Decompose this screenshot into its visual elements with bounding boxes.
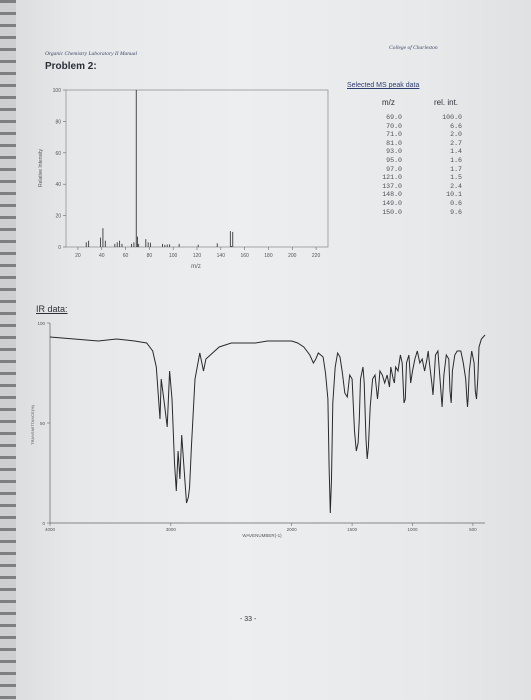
ir-spectrum-line xyxy=(49,334,486,514)
ms-x-tick-label: 40 xyxy=(99,253,105,259)
ms-table-mz-cell: 97.0 xyxy=(386,165,402,173)
ms-x-tick-label: 20 xyxy=(75,253,81,259)
ir-y-tick-label: 50 xyxy=(40,421,46,426)
problem-title: Problem 2: xyxy=(45,61,97,72)
ms-table-mz-cell: 93.0 xyxy=(386,148,402,156)
ir-x-tick-label: 1500 xyxy=(347,527,358,532)
ms-x-tick-label: 140 xyxy=(217,253,226,259)
ms-table-mz-cell: 95.0 xyxy=(386,156,402,164)
ms-table-relint-cell: 1.6 xyxy=(450,156,462,164)
ms-table-mz-cell: 81.0 xyxy=(386,139,402,147)
page-number: - 33 - xyxy=(240,616,257,623)
ms-x-tick-label: 220 xyxy=(312,253,321,259)
course-title: Organic Chemistry Laboratory II Manual xyxy=(45,51,138,57)
ms-table-mz-cell: 71.0 xyxy=(386,131,402,139)
ms-table-title: Selected MS peak data xyxy=(347,82,420,89)
ir-y-tick-label: 0 xyxy=(42,521,45,526)
ms-x-tick-label: 60 xyxy=(123,253,129,259)
ms-x-tick-label: 160 xyxy=(240,253,249,259)
ir-y-axis-label: TRANSMITTANCE(%) xyxy=(30,404,35,445)
ms-y-tick-label: 0 xyxy=(58,245,61,251)
ms-y-tick-label: 20 xyxy=(55,214,61,220)
ms-table-mz-cell: 121.0 xyxy=(382,174,402,182)
ir-section-label: IR data: xyxy=(36,304,68,314)
ms-y-tick-label: 80 xyxy=(55,119,61,125)
ms-table-mz-cell: 70.0 xyxy=(386,122,402,130)
ms-x-tick-label: 180 xyxy=(264,253,273,259)
ms-table-relint-cell: 1.4 xyxy=(450,148,462,156)
ir-x-tick-label: 500 xyxy=(469,527,477,532)
ms-x-tick-label: 200 xyxy=(288,253,297,259)
ms-table-relint-cell: 10.1 xyxy=(446,191,462,199)
ir-x-tick-label: 3000 xyxy=(166,527,177,532)
ms-table-relint-cell: 100.0 xyxy=(442,114,462,121)
ms-table-mz-cell: 149.0 xyxy=(382,199,402,207)
ms-x-tick-label: 80 xyxy=(147,253,153,259)
ms-table-relint-cell: 2.7 xyxy=(450,139,462,147)
ms-table-relint-cell: 1.5 xyxy=(450,174,462,182)
ms-y-tick-label: 60 xyxy=(55,151,61,157)
ms-x-tick-label: 120 xyxy=(193,253,202,259)
ms-y-tick-label: 100 xyxy=(53,88,62,94)
ms-y-axis-label: Relative Intensity xyxy=(38,148,44,187)
ms-table-header-mz: m/z xyxy=(382,98,395,107)
ms-table-header-relint: rel. int. xyxy=(434,98,459,107)
ms-table-mz-column: 69.0 70.0 71.0 81.0 93.0 95.0 97.0 121.0 137.0 14… xyxy=(372,114,402,217)
ms-table-relint-cell: 2.4 xyxy=(450,182,462,190)
ir-x-tick-label: 2000 xyxy=(287,527,298,532)
ms-y-tick-label: 40 xyxy=(55,182,61,188)
ms-table-relint-column: 100.0 6.6 2.0 2.7 1.4 1.6 1.7 1.5 2.4 10.1 0.6 9.6 xyxy=(432,114,462,217)
ms-table-mz-cell: 150.0 xyxy=(382,208,402,216)
ir-y-tick-label: 100 xyxy=(37,321,45,326)
ms-table-relint-cell: 2.0 xyxy=(450,131,462,139)
ms-x-axis-label: m/z xyxy=(191,264,201,270)
ms-table-relint-cell: 1.7 xyxy=(450,165,462,173)
ms-table-relint-cell: 0.6 xyxy=(450,199,462,207)
ms-table-mz-cell: 137.0 xyxy=(382,182,402,190)
college-name: College of Charleston xyxy=(389,45,438,51)
ms-table-mz-cell: 148.0 xyxy=(382,191,402,199)
ir-x-tick-label: 4000 xyxy=(45,527,56,532)
ms-x-tick-label: 100 xyxy=(169,253,178,259)
ir-x-axis-label: WAVENUMBER(-1) xyxy=(242,533,282,538)
ms-table-relint-cell: 9.6 xyxy=(450,208,462,216)
ms-table-relint-cell: 6.6 xyxy=(450,122,462,130)
ir-x-tick-label: 1000 xyxy=(407,527,418,532)
ms-table-mz-cell: 69.0 xyxy=(386,114,402,121)
spiral-binding xyxy=(0,0,16,700)
